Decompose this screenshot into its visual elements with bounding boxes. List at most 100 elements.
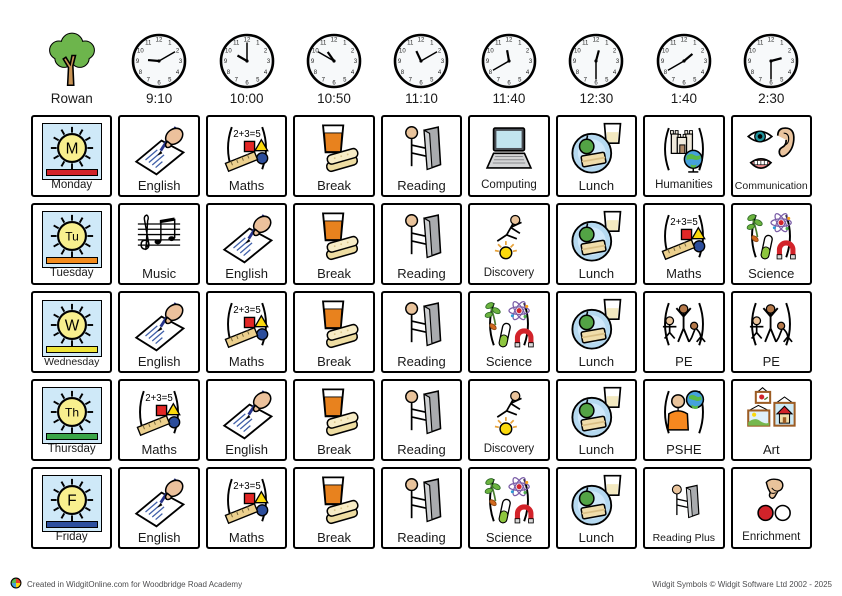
timetable-cell: Break	[293, 203, 375, 285]
svg-text:11: 11	[145, 40, 152, 46]
svg-text:5: 5	[693, 78, 697, 84]
timetable-cell: Break	[293, 467, 375, 549]
svg-text:3: 3	[179, 59, 183, 65]
svg-text:8: 8	[226, 70, 230, 76]
svg-text:3: 3	[529, 59, 533, 65]
svg-text:2+3=5: 2+3=5	[233, 305, 260, 316]
svg-text:2+3=5: 2+3=5	[233, 129, 260, 140]
maths-icon: 2+3=5	[220, 119, 274, 179]
timetable-grid: M Monday English 2+3=5 Maths Break Reading Comp…	[31, 115, 812, 549]
svg-text:8: 8	[576, 70, 580, 76]
day-label: Monday	[51, 179, 93, 192]
day-cell-wednesday: W Wednesday	[31, 291, 113, 373]
timetable-cell: Reading	[380, 115, 463, 197]
timetable-cell: Reading	[380, 291, 463, 373]
timetable-cell: Reading	[380, 467, 463, 549]
timetable-cell: 2+3=5 Maths	[643, 203, 725, 285]
svg-text:10: 10	[137, 48, 144, 54]
svg-text:4: 4	[438, 70, 442, 76]
subject-label: Maths	[228, 529, 265, 545]
svg-text:9: 9	[223, 59, 227, 65]
day-color-bar	[45, 345, 98, 354]
timetable-cell: Discovery	[468, 379, 550, 461]
footer-left-text: Created in WidgitOnline.com for Woodbrid…	[27, 579, 243, 589]
subject-label: Discovery	[483, 443, 535, 456]
computing-icon	[482, 119, 536, 180]
svg-text:8: 8	[489, 70, 493, 76]
clock-icon: 1 2 3 4 5 6 7 8 9 10 11 12	[656, 33, 712, 89]
svg-text:10: 10	[662, 48, 669, 54]
svg-text:1: 1	[168, 40, 172, 46]
svg-text:4: 4	[351, 70, 355, 76]
time-cell: 1 2 3 4 5 6 7 8 9 10 11 12 10:50	[293, 26, 374, 106]
svg-text:2: 2	[788, 48, 792, 54]
svg-text:6: 6	[507, 81, 511, 87]
svg-text:8: 8	[314, 70, 318, 76]
pe-icon	[744, 295, 798, 355]
svg-text:3: 3	[616, 59, 620, 65]
svg-text:7: 7	[147, 78, 151, 84]
timetable-cell: Science	[468, 467, 550, 549]
svg-text:2+3=5: 2+3=5	[145, 393, 172, 404]
svg-text:10: 10	[487, 48, 494, 54]
svg-text:3: 3	[791, 59, 795, 65]
time-label: 1:40	[670, 91, 697, 106]
lunch-icon	[569, 383, 623, 443]
break-icon	[307, 383, 361, 443]
maths-icon: 2+3=5	[132, 383, 186, 443]
svg-text:8: 8	[401, 70, 405, 76]
time-cell: 1 2 3 4 5 6 7 8 9 10 11 12 2:30	[731, 26, 812, 106]
svg-text:1: 1	[693, 40, 697, 46]
svg-text:2: 2	[264, 48, 268, 54]
svg-text:11: 11	[757, 40, 764, 46]
svg-text:9: 9	[136, 59, 140, 65]
svg-text:9: 9	[661, 59, 665, 65]
svg-text:11: 11	[233, 40, 240, 46]
svg-text:5: 5	[518, 78, 522, 84]
subject-label: PE	[762, 353, 780, 369]
svg-text:11: 11	[408, 40, 415, 46]
svg-text:4: 4	[701, 70, 705, 76]
svg-text:W: W	[64, 318, 79, 335]
pe-icon	[657, 295, 711, 355]
clock-icon: 1 2 3 4 5 6 7 8 9 10 11 12	[743, 33, 799, 89]
footer-right-text: Widgit Symbols © Widgit Software Ltd 200…	[652, 579, 832, 589]
day-sun-icon: Th	[41, 387, 102, 445]
day-label: Wednesday	[44, 356, 100, 369]
timetable-cell: Science	[468, 291, 550, 373]
timetable-cell: PE	[730, 291, 812, 373]
subject-label: Reading	[397, 177, 446, 193]
svg-text:6: 6	[332, 81, 336, 87]
svg-text:2: 2	[176, 48, 180, 54]
humanities-icon	[657, 119, 711, 180]
svg-text:F: F	[67, 493, 76, 510]
svg-text:8: 8	[664, 70, 668, 76]
subject-label: Break	[317, 177, 352, 193]
time-label: 12:30	[579, 91, 614, 106]
day-cell-tuesday: Tu Tuesday	[31, 203, 113, 285]
svg-text:12: 12	[506, 38, 513, 44]
svg-text:7: 7	[497, 78, 501, 84]
timetable-cell: Break	[293, 115, 375, 197]
timetable-cell: 2+3=5 Maths	[205, 467, 288, 549]
subject-label: English	[225, 265, 268, 281]
timetable-cell: English	[205, 379, 288, 461]
english-icon	[132, 471, 186, 531]
svg-text:7: 7	[671, 78, 675, 84]
svg-text:1: 1	[606, 40, 610, 46]
break-icon	[307, 119, 361, 179]
subject-label: Reading	[397, 353, 446, 369]
svg-text:1: 1	[343, 40, 347, 46]
day-cell-friday: F Friday	[31, 467, 113, 549]
time-cell: 1 2 3 4 5 6 7 8 9 10 11 12 12:30	[556, 26, 637, 106]
svg-text:12: 12	[331, 38, 338, 44]
time-label: 11:40	[492, 91, 526, 106]
svg-text:2+3=5: 2+3=5	[233, 481, 260, 492]
subject-label: PSHE	[666, 441, 702, 457]
clock-icon: 1 2 3 4 5 6 7 8 9 10 11 12	[481, 33, 537, 89]
day-sun-icon: M	[41, 123, 102, 181]
svg-text:7: 7	[584, 78, 588, 84]
day-cell-monday: M Monday	[31, 115, 113, 197]
science-icon	[744, 207, 798, 267]
subject-label: English	[137, 177, 181, 193]
